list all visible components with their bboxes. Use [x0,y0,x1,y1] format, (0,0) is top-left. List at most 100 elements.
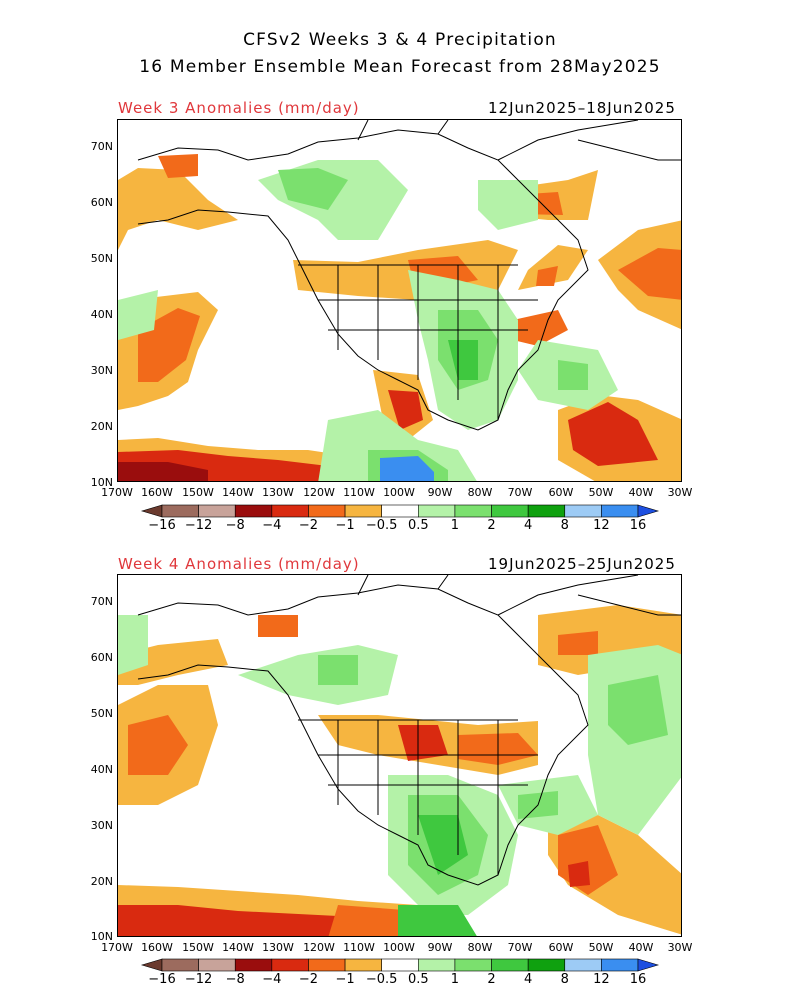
colorbar-label: 16 [629,972,647,987]
panel1-label: Week 3 Anomalies (mm/day) [118,99,360,117]
colorbar-swatch [308,504,346,518]
panel2-lon-tick: 50W [588,941,614,954]
colorbar-swatch [161,504,199,518]
panel2-lon-tick: 30W [667,941,693,954]
colorbar-label: 4 [524,518,533,533]
panel2-lon-tick: 100W [383,941,415,954]
panel1-dates: 12Jun2025–18Jun2025 [488,99,676,117]
panel1-colorbar [140,502,660,534]
colorbar-label: −0.5 [365,518,398,533]
panel1-lon-tick: 90W [427,486,453,499]
panel2-lon-tick: 160W [141,941,173,954]
panel1-lat-tick-60: 60N [90,196,113,209]
colorbar-label: −12 [184,518,213,533]
colorbar-label: −12 [184,972,213,987]
colorbar-label: −2 [298,518,319,533]
colorbar-swatch [344,504,382,518]
panel1-lon-tick: 140W [222,486,254,499]
colorbar-swatch [564,504,602,518]
panel2-lat-tick-30: 30N [90,819,113,832]
colorbar-swatch [198,504,236,518]
panel2-lon-tick: 140W [222,941,254,954]
panel2-lon-tick: 90W [427,941,453,954]
panel2-lon-tick: 60W [548,941,574,954]
chart-title-line1: CFSv2 Weeks 3 & 4 Precipitation [243,30,557,50]
panel2-map [117,574,682,937]
colorbar-swatch [564,958,602,972]
colorbar-label: 12 [593,518,610,533]
panel1-lat-tick-40: 40N [90,308,113,321]
panel2-dates: 19Jun2025–25Jun2025 [488,555,676,573]
panel1-lon-tick: 40W [628,486,654,499]
panel2-label: Week 4 Anomalies (mm/day) [118,555,360,573]
panel1-lon-tick: 160W [141,486,173,499]
colorbar-label: 1 [450,518,460,533]
colorbar-swatch [381,958,419,972]
colorbar-label: −1 [335,518,355,533]
colorbar-swatch [637,958,660,972]
colorbar-label: −16 [148,972,176,987]
panel1-lon-tick: 30W [667,486,693,499]
colorbar-swatch [271,504,309,518]
colorbar-swatch [418,504,456,518]
colorbar-label: 0.5 [407,518,429,533]
colorbar-swatch [381,504,419,518]
colorbar-swatch [140,958,163,972]
colorbar-swatch [491,958,529,972]
panel2-lon-tick: 120W [303,941,335,954]
colorbar-swatch [271,958,309,972]
panel1-lon-tick: 60W [548,486,574,499]
colorbar-swatch [198,958,236,972]
panel1-lon-tick: 150W [182,486,214,499]
colorbar-label: −4 [262,972,282,987]
colorbar-swatch [454,504,492,518]
colorbar-label: 16 [629,518,647,533]
panel2-lon-tick: 130W [262,941,294,954]
panel1-lon-tick: 80W [467,486,493,499]
panel2-lon-tick: 80W [467,941,493,954]
colorbar-swatch [527,504,566,518]
panel2-lon-tick: 70W [507,941,533,954]
colorbar-swatch [637,504,660,518]
panel1-lat-tick-30: 30N [90,364,113,377]
colorbar-label: −16 [148,518,176,533]
panel2-lon-tick: 170W [101,941,133,954]
panel1-lon-tick: 130W [262,486,294,499]
colorbar-label: 12 [593,972,610,987]
panel2-colorbar [140,956,660,988]
panel1-lon-tick: 110W [343,486,375,499]
colorbar-label: 1 [450,972,460,987]
panel1-coastlines [137,120,681,431]
panel1-lat-tick-10: 10N [90,476,113,489]
colorbar-label: −2 [298,972,319,987]
colorbar-swatch [491,504,529,518]
colorbar-label: −0.5 [365,972,398,987]
panel1-lon-tick: 70W [507,486,533,499]
colorbar-swatch [344,958,382,972]
panel1-lon-tick: 100W [383,486,415,499]
panel1-wet-regions [118,160,618,481]
panel2-lat-tick-50: 50N [90,707,113,720]
panel2-lat-tick-20: 20N [90,875,113,888]
panel2-lat-tick-10: 10N [90,930,113,943]
colorbar-label: −8 [225,518,245,533]
panel2-dry-regions [118,605,681,936]
colorbar-swatch [601,504,639,518]
colorbar-swatch [234,504,273,518]
colorbar-label: 0.5 [407,972,429,987]
panel1-lon-tick: 50W [588,486,614,499]
panel1-lat-tick-20: 20N [90,420,113,433]
colorbar-swatch [161,958,199,972]
colorbar-label: 2 [487,972,496,987]
panel1-map [117,119,682,482]
chart-title-line2: 16 Member Ensemble Mean Forecast from 28… [139,57,661,77]
panel2-lon-tick: 110W [343,941,375,954]
panel1-lon-tick: 120W [303,486,335,499]
panel2-lon-tick: 150W [182,941,214,954]
panel2-wet-regions [118,615,681,936]
panel2-coastlines [137,575,681,886]
colorbar-swatch [308,958,346,972]
colorbar-swatch [527,958,566,972]
colorbar-label: −1 [335,972,355,987]
panel2-lat-tick-70: 70N [90,595,113,608]
